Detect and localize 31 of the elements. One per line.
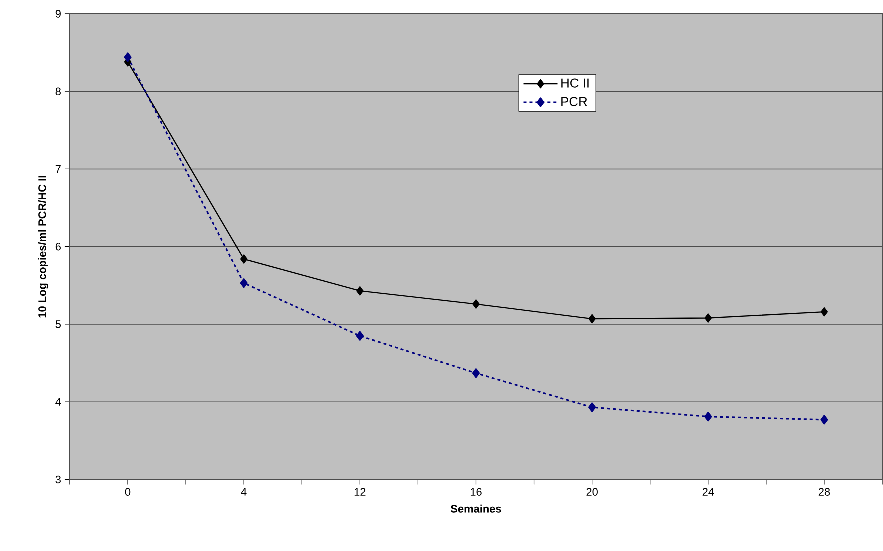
y-tick-label: 5	[56, 320, 61, 328]
point	[588, 314, 596, 324]
point	[356, 331, 364, 342]
legend-label: PCR	[562, 97, 588, 107]
point	[704, 412, 712, 422]
point	[820, 415, 828, 425]
point	[124, 52, 132, 62]
point	[820, 308, 828, 317]
y-tick-label: 9	[56, 10, 61, 18]
point	[588, 402, 596, 412]
point	[356, 286, 364, 296]
point	[472, 300, 480, 310]
y-tick-label: 7	[56, 166, 61, 174]
y-tick-label: 4	[56, 398, 62, 406]
point	[240, 254, 248, 264]
y-tick-label: 6	[56, 243, 61, 251]
x-axis-title: Semaines	[450, 504, 502, 514]
x-tick-label: 20	[586, 488, 598, 496]
x-tick-label: 28	[818, 488, 830, 496]
x-tick-label: 12	[354, 488, 366, 496]
y-tick-label: 3	[56, 476, 61, 484]
y-axis-title: 10 Log copies/ml PCR/HC II	[38, 176, 49, 318]
x-tick-label: 4	[241, 488, 247, 496]
y-tick-label: 8	[56, 88, 61, 96]
point	[704, 314, 712, 324]
x-tick-label: 24	[702, 488, 714, 496]
x-tick-label: 16	[470, 488, 482, 496]
point	[472, 368, 480, 378]
legend-label: HC II	[562, 78, 589, 88]
x-tick-label: 0	[125, 488, 131, 496]
point	[240, 278, 248, 288]
